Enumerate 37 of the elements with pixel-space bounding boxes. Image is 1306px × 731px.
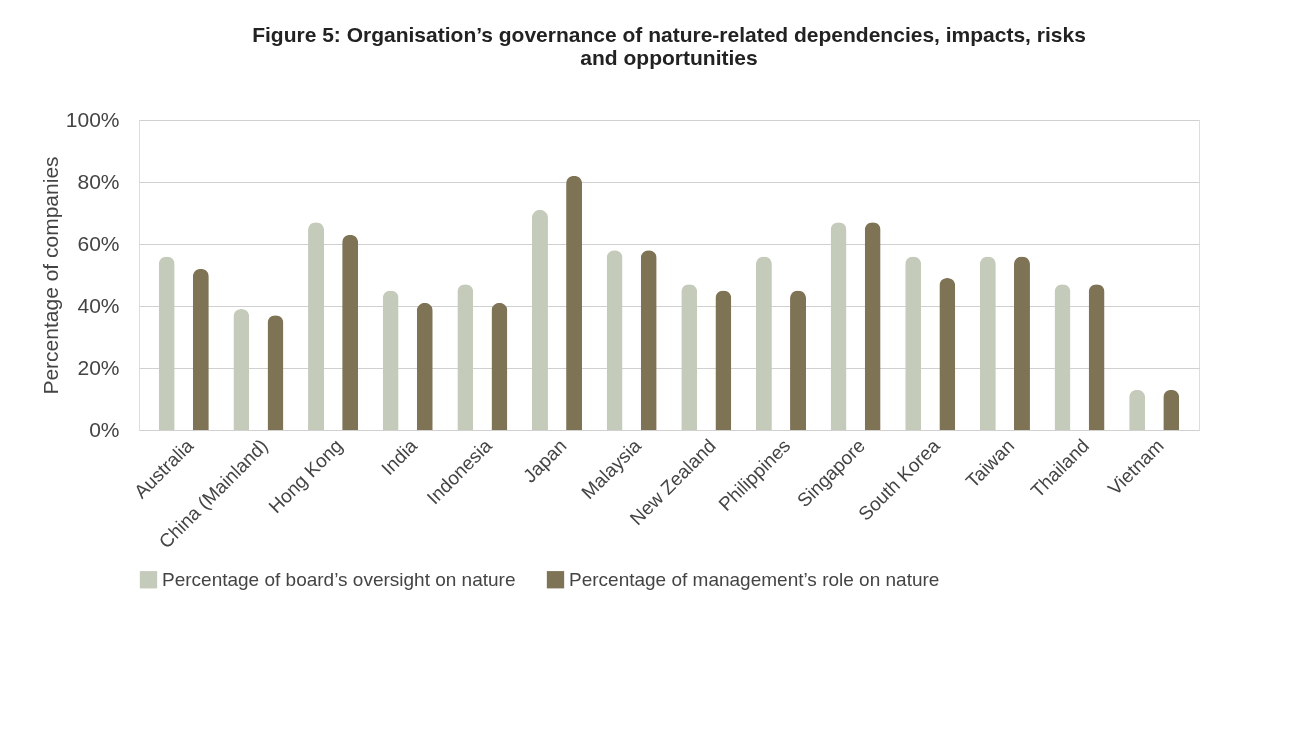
bar	[681, 284, 698, 430]
y-tick-label: 20%	[77, 355, 120, 379]
bar	[1013, 256, 1030, 430]
y-tick-label: 80%	[77, 169, 120, 193]
bar	[382, 290, 399, 430]
bar	[267, 315, 284, 430]
bar	[905, 256, 922, 430]
bar	[491, 302, 508, 430]
legend-label: Percentage of board’s oversight on nature	[162, 568, 516, 590]
bar	[979, 256, 996, 430]
bar	[233, 309, 250, 430]
bar	[790, 290, 807, 430]
bar	[830, 222, 847, 430]
bar	[531, 209, 548, 430]
y-axis-title: Percentage of companies	[38, 156, 62, 395]
text: and opportunities	[580, 46, 758, 69]
text: Figure 5: Organisation’s governance of nature-related dependencies, impacts, risks	[252, 23, 1086, 46]
bar	[606, 250, 623, 430]
y-tick-label: 100%	[65, 107, 120, 131]
bar	[864, 222, 881, 430]
bar	[457, 284, 474, 430]
bar	[158, 256, 175, 430]
bar	[308, 222, 325, 430]
bar	[416, 302, 433, 430]
bar	[640, 250, 657, 430]
y-tick-label: 60%	[77, 231, 120, 255]
y-tick-label: 0%	[89, 417, 120, 441]
bar	[715, 290, 732, 430]
bar	[192, 268, 209, 430]
bar	[939, 278, 956, 430]
bar	[1088, 284, 1105, 430]
bar	[755, 256, 772, 430]
bar	[566, 175, 583, 430]
legend-label: Percentage of management’s role on nature	[569, 568, 940, 590]
bar	[1054, 284, 1071, 430]
y-tick-label: 40%	[77, 293, 120, 317]
bar	[342, 234, 359, 430]
